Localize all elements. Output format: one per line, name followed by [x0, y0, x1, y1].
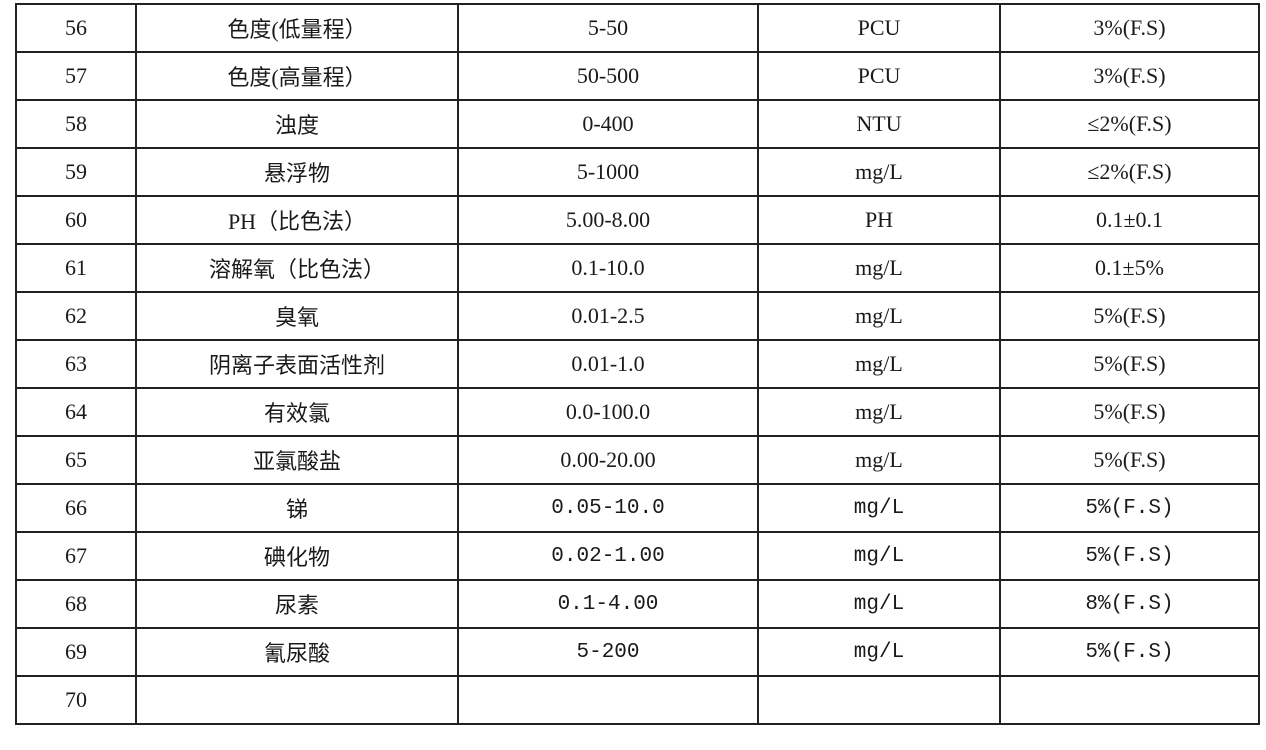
cell-item: PH（比色法）: [135, 195, 459, 245]
table-body: 56 色度(低量程） 5-50 PCU 3%(F.S) 57 色度(高量程） 50-500 PC…: [15, 3, 1260, 725]
cell-no: 70: [15, 675, 137, 725]
cell-range: 0-400: [457, 99, 759, 149]
table-row: 61 溶解氧（比色法） 0.1-10.0 mg/L 0.1±5%: [15, 243, 1260, 293]
cell-item: 亚氯酸盐: [135, 435, 459, 485]
table-row: 57 色度(高量程） 50-500 PCU 3%(F.S): [15, 51, 1260, 101]
cell-item: 有效氯: [135, 387, 459, 437]
cell-accuracy: 0.1±5%: [999, 243, 1260, 293]
cell-unit: mg/L: [757, 147, 1001, 197]
cell-accuracy: 5%(F.S): [999, 435, 1260, 485]
table-row: 63 阴离子表面活性剂 0.01-1.0 mg/L 5%(F.S): [15, 339, 1260, 389]
table-row: 59 悬浮物 5-1000 mg/L ≤2%(F.S): [15, 147, 1260, 197]
cell-item: 阴离子表面活性剂: [135, 339, 459, 389]
cell-unit: PH: [757, 195, 1001, 245]
table-row: 62 臭氧 0.01-2.5 mg/L 5%(F.S): [15, 291, 1260, 341]
cell-range: 0.0-100.0: [457, 387, 759, 437]
cell-range: 5-50: [457, 3, 759, 53]
cell-accuracy: ≤2%(F.S): [999, 147, 1260, 197]
table-row: 67 碘化物 0.02-1.00 mg/L 5%(F.S): [15, 531, 1260, 581]
cell-item: 溶解氧（比色法）: [135, 243, 459, 293]
cell-accuracy: 5%(F.S): [999, 387, 1260, 437]
cell-accuracy: 5%(F.S): [999, 291, 1260, 341]
cell-no: 67: [15, 531, 137, 581]
cell-item: 臭氧: [135, 291, 459, 341]
cell-unit: NTU: [757, 99, 1001, 149]
cell-range: 5-200: [457, 627, 759, 677]
table-row: 56 色度(低量程） 5-50 PCU 3%(F.S): [15, 3, 1260, 53]
cell-range: 5-1000: [457, 147, 759, 197]
cell-item: 锑: [135, 483, 459, 533]
cell-accuracy: 8%(F.S): [999, 579, 1260, 629]
cell-accuracy: 3%(F.S): [999, 3, 1260, 53]
cell-no: 64: [15, 387, 137, 437]
cell-unit: mg/L: [757, 291, 1001, 341]
cell-no: 66: [15, 483, 137, 533]
cell-unit: mg/L: [757, 387, 1001, 437]
cell-no: 62: [15, 291, 137, 341]
cell-unit: mg/L: [757, 339, 1001, 389]
cell-item: 碘化物: [135, 531, 459, 581]
cell-no: 61: [15, 243, 137, 293]
table-row: 64 有效氯 0.0-100.0 mg/L 5%(F.S): [15, 387, 1260, 437]
cell-accuracy: ≤2%(F.S): [999, 99, 1260, 149]
cell-no: 58: [15, 99, 137, 149]
cell-range: 0.05-10.0: [457, 483, 759, 533]
cell-no: 57: [15, 51, 137, 101]
table-row: 65 亚氯酸盐 0.00-20.00 mg/L 5%(F.S): [15, 435, 1260, 485]
parameter-table: 56 色度(低量程） 5-50 PCU 3%(F.S) 57 色度(高量程） 50-500 PC…: [15, 3, 1260, 725]
cell-no: 68: [15, 579, 137, 629]
table-row: 60 PH（比色法） 5.00-8.00 PH 0.1±0.1: [15, 195, 1260, 245]
cell-accuracy: 5%(F.S): [999, 483, 1260, 533]
cell-unit: PCU: [757, 51, 1001, 101]
table-row: 68 尿素 0.1-4.00 mg/L 8%(F.S): [15, 579, 1260, 629]
cell-item: 氰尿酸: [135, 627, 459, 677]
cell-unit: mg/L: [757, 243, 1001, 293]
cell-range: [457, 675, 759, 725]
cell-accuracy: 5%(F.S): [999, 531, 1260, 581]
cell-item: 色度(高量程）: [135, 51, 459, 101]
table-row: 58 浊度 0-400 NTU ≤2%(F.S): [15, 99, 1260, 149]
cell-range: 5.00-8.00: [457, 195, 759, 245]
cell-item: 悬浮物: [135, 147, 459, 197]
cell-unit: PCU: [757, 3, 1001, 53]
cell-no: 59: [15, 147, 137, 197]
cell-item: 浊度: [135, 99, 459, 149]
table-row: 66 锑 0.05-10.0 mg/L 5%(F.S): [15, 483, 1260, 533]
cell-unit: mg/L: [757, 627, 1001, 677]
cell-no: 69: [15, 627, 137, 677]
cell-no: 56: [15, 3, 137, 53]
cell-unit: mg/L: [757, 435, 1001, 485]
cell-unit: mg/L: [757, 579, 1001, 629]
cell-unit: mg/L: [757, 531, 1001, 581]
cell-accuracy: [999, 675, 1260, 725]
cell-no: 63: [15, 339, 137, 389]
cell-no: 65: [15, 435, 137, 485]
cell-item: 尿素: [135, 579, 459, 629]
cell-accuracy: 5%(F.S): [999, 339, 1260, 389]
cell-range: 0.01-1.0: [457, 339, 759, 389]
cell-accuracy: 0.1±0.1: [999, 195, 1260, 245]
cell-no: 60: [15, 195, 137, 245]
cell-range: 0.1-4.00: [457, 579, 759, 629]
cell-accuracy: 3%(F.S): [999, 51, 1260, 101]
cell-range: 0.1-10.0: [457, 243, 759, 293]
cell-accuracy: 5%(F.S): [999, 627, 1260, 677]
table-row: 70: [15, 675, 1260, 725]
cell-item: 色度(低量程）: [135, 3, 459, 53]
table-row: 69 氰尿酸 5-200 mg/L 5%(F.S): [15, 627, 1260, 677]
cell-range: 0.00-20.00: [457, 435, 759, 485]
cell-range: 0.01-2.5: [457, 291, 759, 341]
cell-item: [135, 675, 459, 725]
cell-unit: [757, 675, 1001, 725]
cell-range: 50-500: [457, 51, 759, 101]
cell-range: 0.02-1.00: [457, 531, 759, 581]
cell-unit: mg/L: [757, 483, 1001, 533]
